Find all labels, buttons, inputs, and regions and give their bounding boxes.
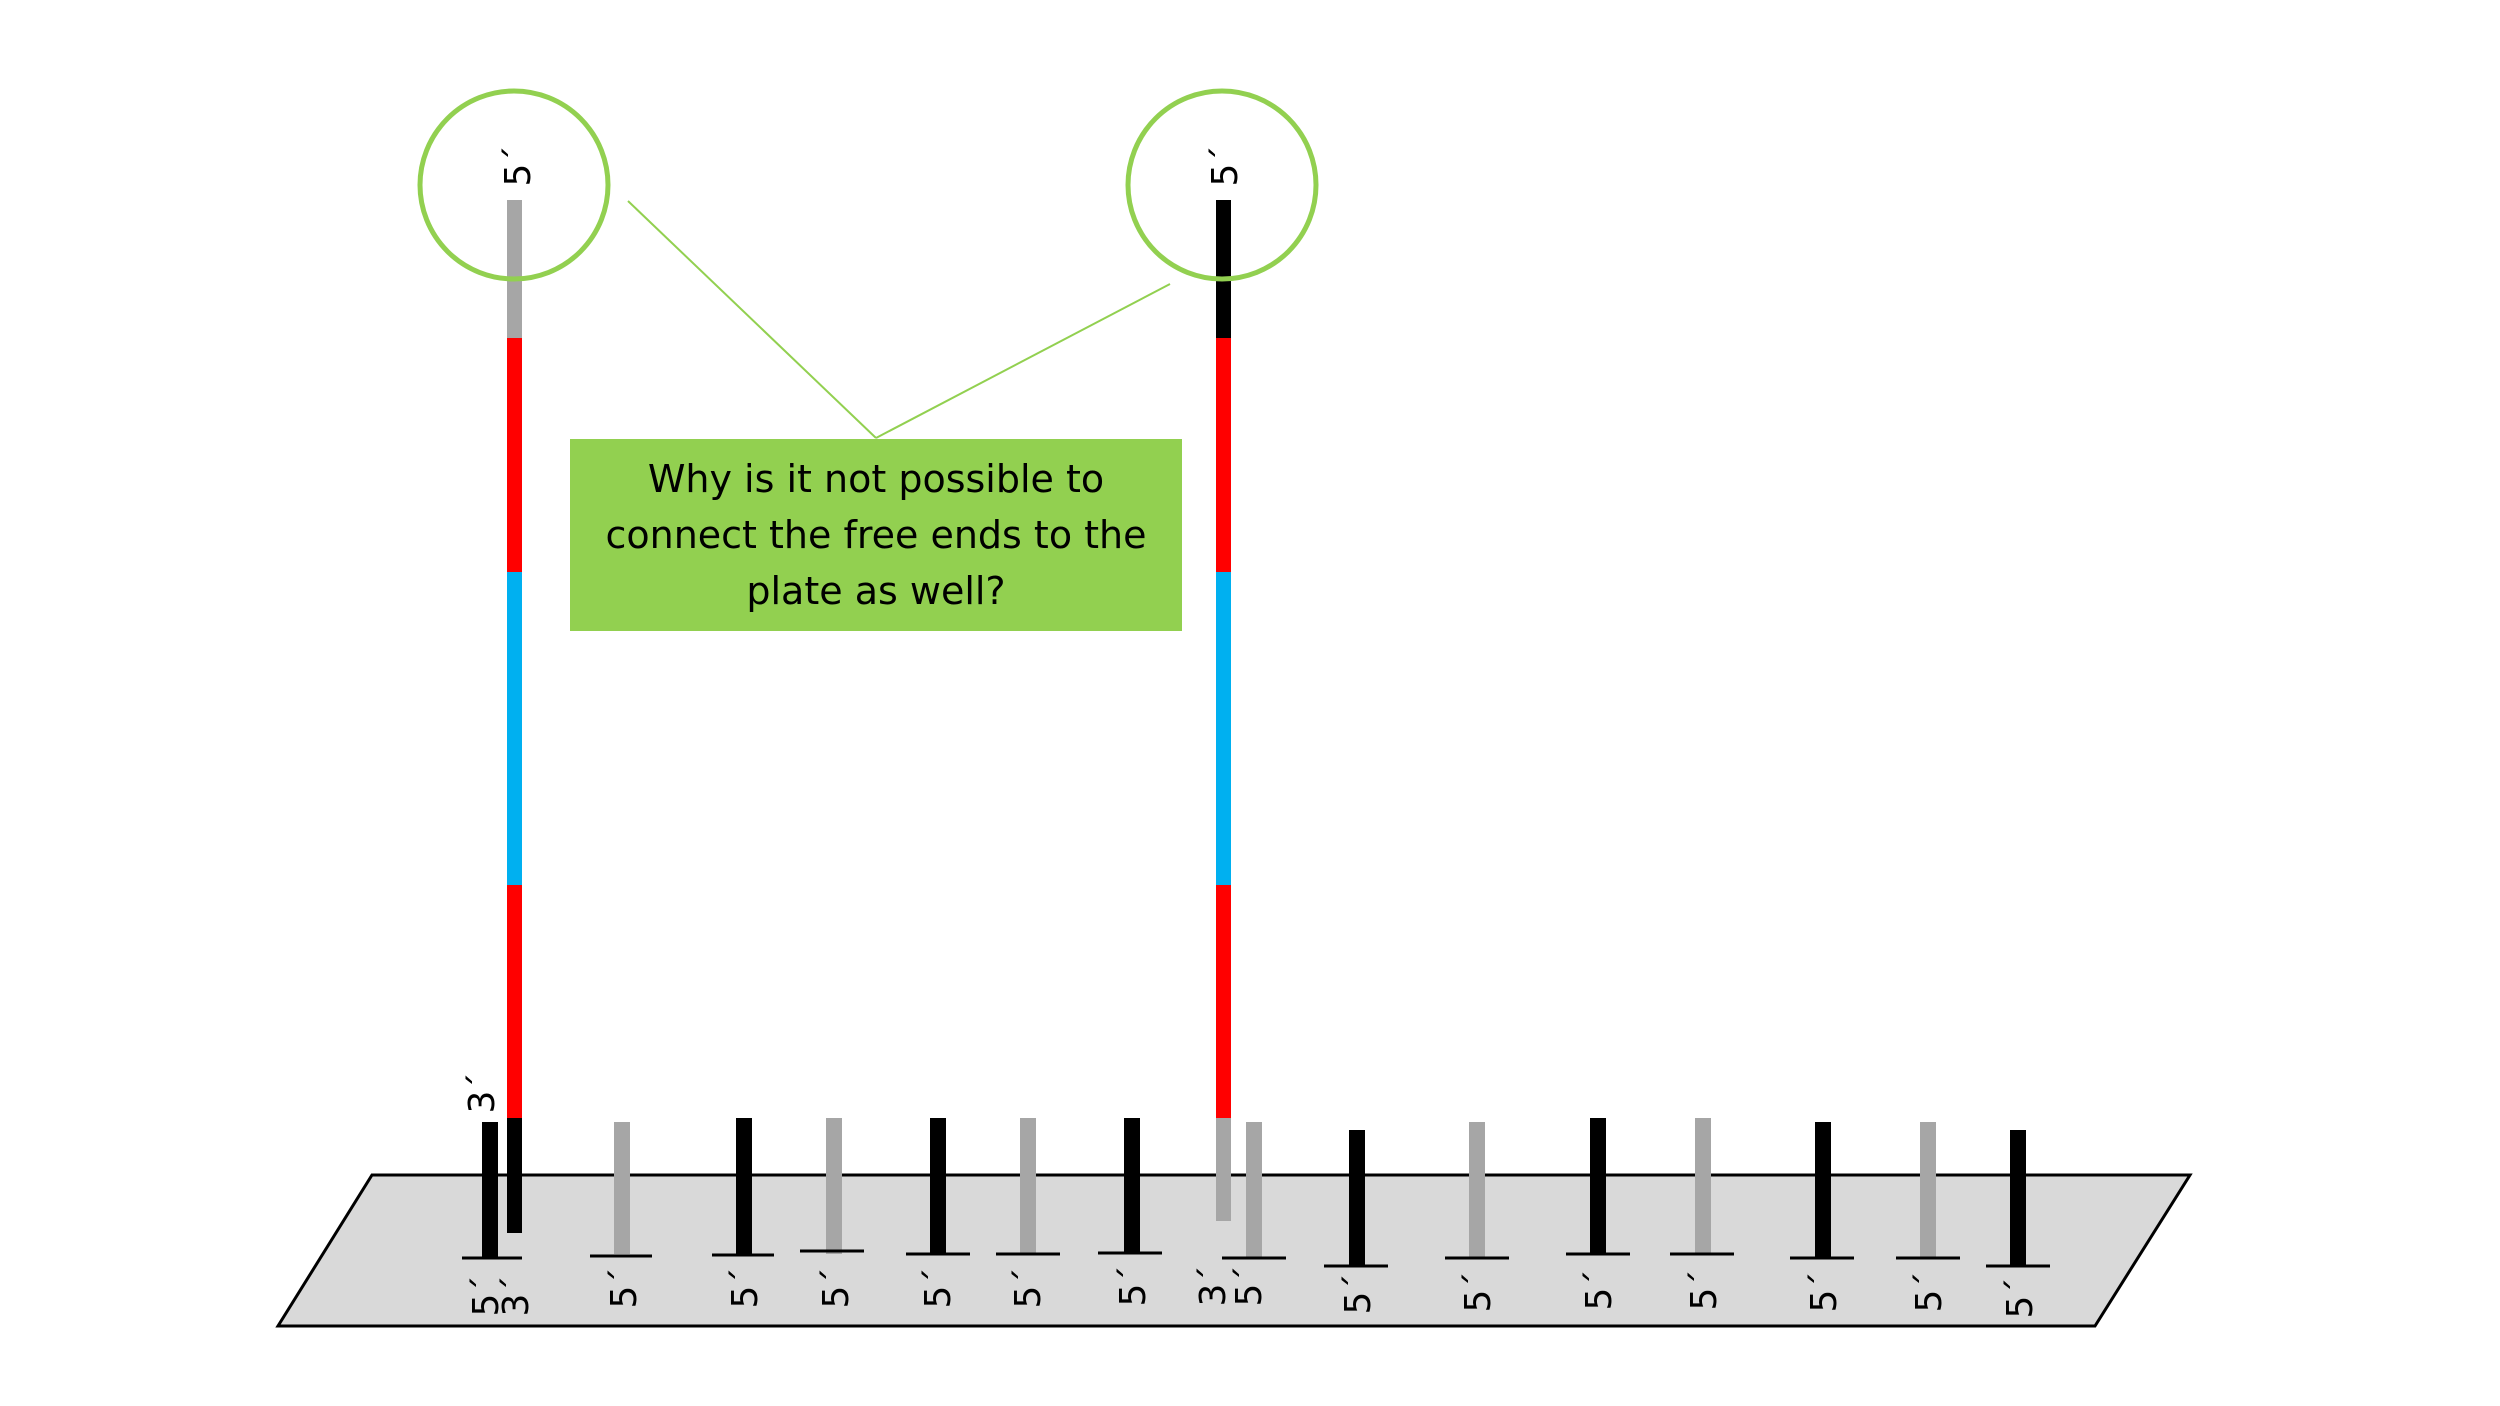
free-end-highlight-left	[417, 88, 611, 282]
anchored-strand-10	[1246, 1122, 1262, 1258]
right-strand-black-end	[1216, 200, 1231, 338]
anchored-strand-label-2: 3´	[496, 1276, 537, 1317]
anchored-strand-label-14: 5´	[1684, 1270, 1725, 1311]
right-tall-strand	[1216, 200, 1231, 1221]
anchored-strand-label-7: 5´	[1008, 1268, 1049, 1309]
anchored-strand-13	[1590, 1118, 1606, 1254]
anchored-strand-6	[930, 1118, 946, 1254]
left-strand-blue	[507, 572, 522, 885]
anchored-strand-12	[1469, 1122, 1485, 1258]
anchored-strand-label-6: 5´	[918, 1268, 959, 1309]
anchored-strand-17	[2010, 1130, 2026, 1266]
anchored-strand-4	[736, 1118, 752, 1254]
anchored-strand-8	[1124, 1118, 1140, 1254]
question-callout: Why is it not possible to connect the fr…	[570, 439, 1182, 631]
anchored-strand-15	[1815, 1122, 1831, 1258]
anchored-strand-label-12: 5´	[1458, 1272, 1499, 1313]
anchored-strand-label-13: 5´	[1579, 1270, 1620, 1311]
anchored-strand-label-10: 5´	[1229, 1266, 1270, 1307]
question-text: Why is it not possible to connect the fr…	[605, 457, 1147, 613]
anchored-strand-5	[826, 1118, 842, 1254]
callout-line-right	[875, 283, 1171, 439]
anchored-strand-label-5: 5´	[816, 1268, 857, 1309]
anchored-strand-label-3: 5´	[604, 1268, 645, 1309]
left-strand-three-prime-label: 3´	[462, 1073, 503, 1114]
right-free-end-label: 5´	[1205, 146, 1246, 187]
anchored-strand-label-11: 5´	[1338, 1274, 1379, 1315]
anchored-strand-label-9: 3´	[1193, 1266, 1234, 1307]
left-free-end-label: 5´	[498, 146, 539, 187]
left-strand-red-bottom	[507, 885, 522, 1118]
anchored-strand-1	[482, 1122, 498, 1258]
anchored-strand-label-16: 5´	[1909, 1272, 1950, 1313]
anchored-strand-label-17: 5´	[2000, 1278, 2041, 1319]
anchored-strand-label-15: 5´	[1804, 1272, 1845, 1313]
anchored-strand-label-1: 5´	[466, 1276, 507, 1317]
anchored-strand-16	[1920, 1122, 1936, 1258]
right-strand-red-top	[1216, 338, 1231, 572]
anchored-strand-11	[1349, 1130, 1365, 1266]
left-strand-gray-end	[507, 200, 522, 338]
anchored-strand-label-8: 5´	[1113, 1266, 1154, 1307]
left-strand-black-anchor	[507, 1118, 522, 1233]
left-strand-red-top	[507, 338, 522, 572]
anchored-strand-3	[614, 1122, 630, 1254]
anchored-strand-7	[1020, 1118, 1036, 1254]
free-end-highlight-right	[1125, 88, 1319, 282]
left-tall-strand	[507, 200, 522, 1233]
anchored-strands	[462, 1118, 2050, 1268]
anchored-strand-label-4: 5´	[725, 1268, 766, 1309]
callout-line-left	[627, 200, 877, 439]
right-strand-blue	[1216, 572, 1231, 885]
right-strand-gray-anchor	[1216, 1118, 1231, 1221]
right-strand-red-bottom	[1216, 885, 1231, 1118]
surface-plate	[275, 1173, 2193, 1328]
anchored-strand-14	[1695, 1118, 1711, 1254]
anchored-strand-labels: 5´ 3´ 5´ 5´ 5´ 5´ 5´ 5´ 3´ 5´ 5´ 5´ 5´ 5…	[466, 1266, 2041, 1319]
